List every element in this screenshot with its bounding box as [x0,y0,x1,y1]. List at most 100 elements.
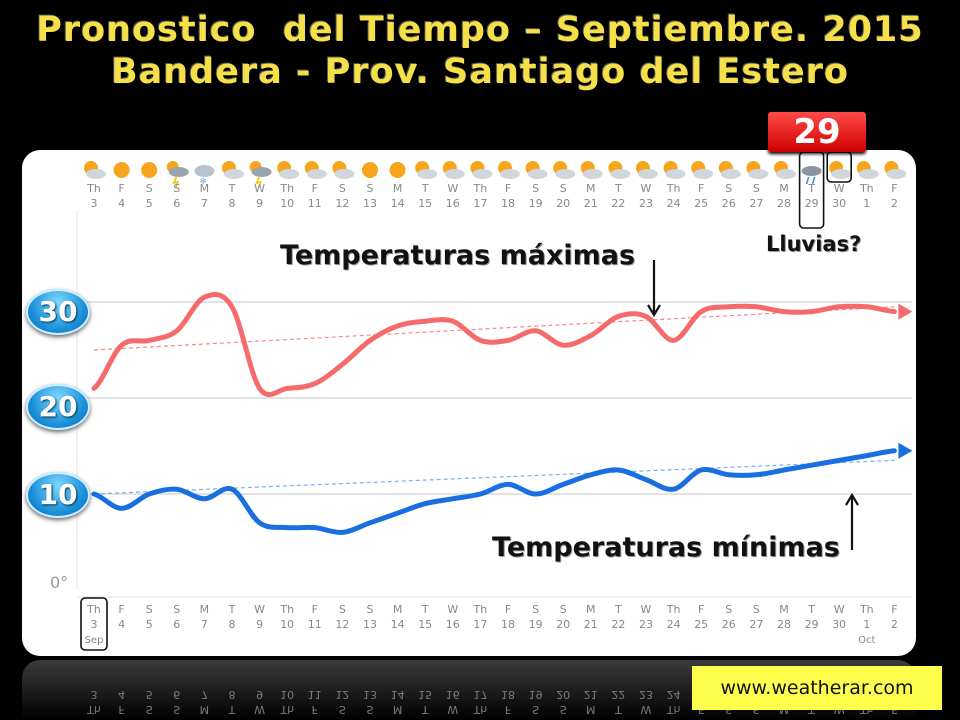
top-date-label: 8 [229,197,236,210]
series-point [616,468,621,472]
sun-shape [389,162,406,178]
cloud-shape [610,169,631,179]
cloud-shape [224,169,244,179]
reflection-date-label: 11 [308,688,322,701]
top-date-label: 18 [501,197,515,210]
reflection-day-label: S [532,703,539,716]
top-day-label: M [393,182,403,195]
top-day-label: Th [279,182,294,195]
snow-shape: ❄ [199,177,207,187]
month-label: Oct [858,635,875,646]
bottom-day-label: Th [473,603,488,616]
series-point [450,496,455,501]
series-point [174,328,179,333]
bottom-date-label: 29 [805,618,819,631]
cloud-shape [86,169,106,179]
partly-sunny-icon [636,161,658,179]
reflection-day-label: T [614,703,622,716]
series-point [561,482,566,487]
top-day-label: W [254,182,265,195]
reflection-date-label: 7 [201,688,208,701]
top-day-label: W [447,182,458,195]
top-date-label: 24 [667,197,681,210]
sunny-icon [389,162,406,178]
top-date-label: 15 [418,197,432,210]
top-day-label: F [118,182,124,195]
bottom-day-label: F [891,603,897,616]
series-point [588,472,593,477]
series-point [423,319,428,324]
bottom-day-label: T [807,603,815,616]
bottom-date-label: 15 [418,618,432,631]
reflection-day-label: W [447,703,458,716]
top-day-label: Th [666,182,681,195]
top-date-label: 16 [446,197,460,210]
series-point [147,492,152,496]
y-zero-label: 0° [50,573,68,592]
source-link[interactable]: www.weatherar.com [692,666,942,710]
partly-sunny-icon [470,161,493,179]
sunny-icon [141,162,158,178]
month-label: Sep [85,635,104,646]
top-date-label: 2 [891,197,898,210]
reflection-date-label: 8 [229,688,236,701]
series-point [644,477,648,482]
bottom-date-label: 8 [229,618,236,631]
top-day-label: M [200,182,210,195]
series-point [726,304,731,309]
series-point [837,458,842,463]
top-day-label: S [753,182,760,195]
series-point [285,525,290,530]
reflection-day-label: S [146,703,153,716]
y-badge-30: 30 [26,289,90,335]
partly-sunny-icon [498,161,520,179]
reflection-day-label: S [173,703,180,716]
reflection-day-label: S [339,703,346,716]
min-temp-arrowhead [898,442,913,459]
top-day-label: S [367,182,374,195]
series-point [395,324,400,328]
max-trend-line [93,306,895,351]
bottom-day-label: S [173,603,180,616]
bottom-date-label: 2 [891,618,898,631]
min-temp-line [91,448,897,535]
bottom-date-label: 11 [308,618,322,631]
top-day-label: S [532,182,539,195]
bottom-date-label: 17 [473,618,487,631]
series-point [892,309,897,314]
raindrop-shape [811,176,816,185]
bottom-date-label: 20 [556,618,570,631]
series-point [506,482,510,487]
reflection-day-label: Th [473,703,488,716]
series-point [257,386,262,391]
partly-sunny-icon [415,161,438,179]
bottom-day-label: W [834,603,845,616]
cloud-shape [555,169,576,179]
reflection-day-label: T [228,703,236,716]
series-point [864,453,869,458]
reflection-date-label: 3 [91,688,98,701]
reflection-date-label: 4 [118,688,125,701]
series-point [340,362,345,367]
bottom-date-label: 24 [667,618,681,631]
bolt-shape [255,175,262,189]
top-date-label: 20 [556,197,570,210]
reflection-day-label: M [200,703,210,716]
reflection-date-label: 12 [335,688,349,701]
cloud-shape [168,167,189,177]
bottom-date-label: 1 [863,618,870,631]
series-point [506,338,510,343]
reflection-date-label: 10 [280,688,294,701]
bottom-date-label: 28 [777,618,791,631]
bottom-day-label: S [560,603,567,616]
series-point [837,304,842,309]
temperature-chart: 0°❄Th3F4S5S6M7T8W9Th10F11S12S13M14T15W16… [50,151,913,651]
partly-sunny-icon [553,161,576,179]
top-day-label: F [312,182,318,195]
max-arrow-head [647,304,661,318]
bottom-day-label: W [254,603,265,616]
series-point [588,333,593,338]
bottom-date-label: 21 [584,618,598,631]
series-point [450,319,455,324]
reflection-day-label: T [421,703,429,716]
